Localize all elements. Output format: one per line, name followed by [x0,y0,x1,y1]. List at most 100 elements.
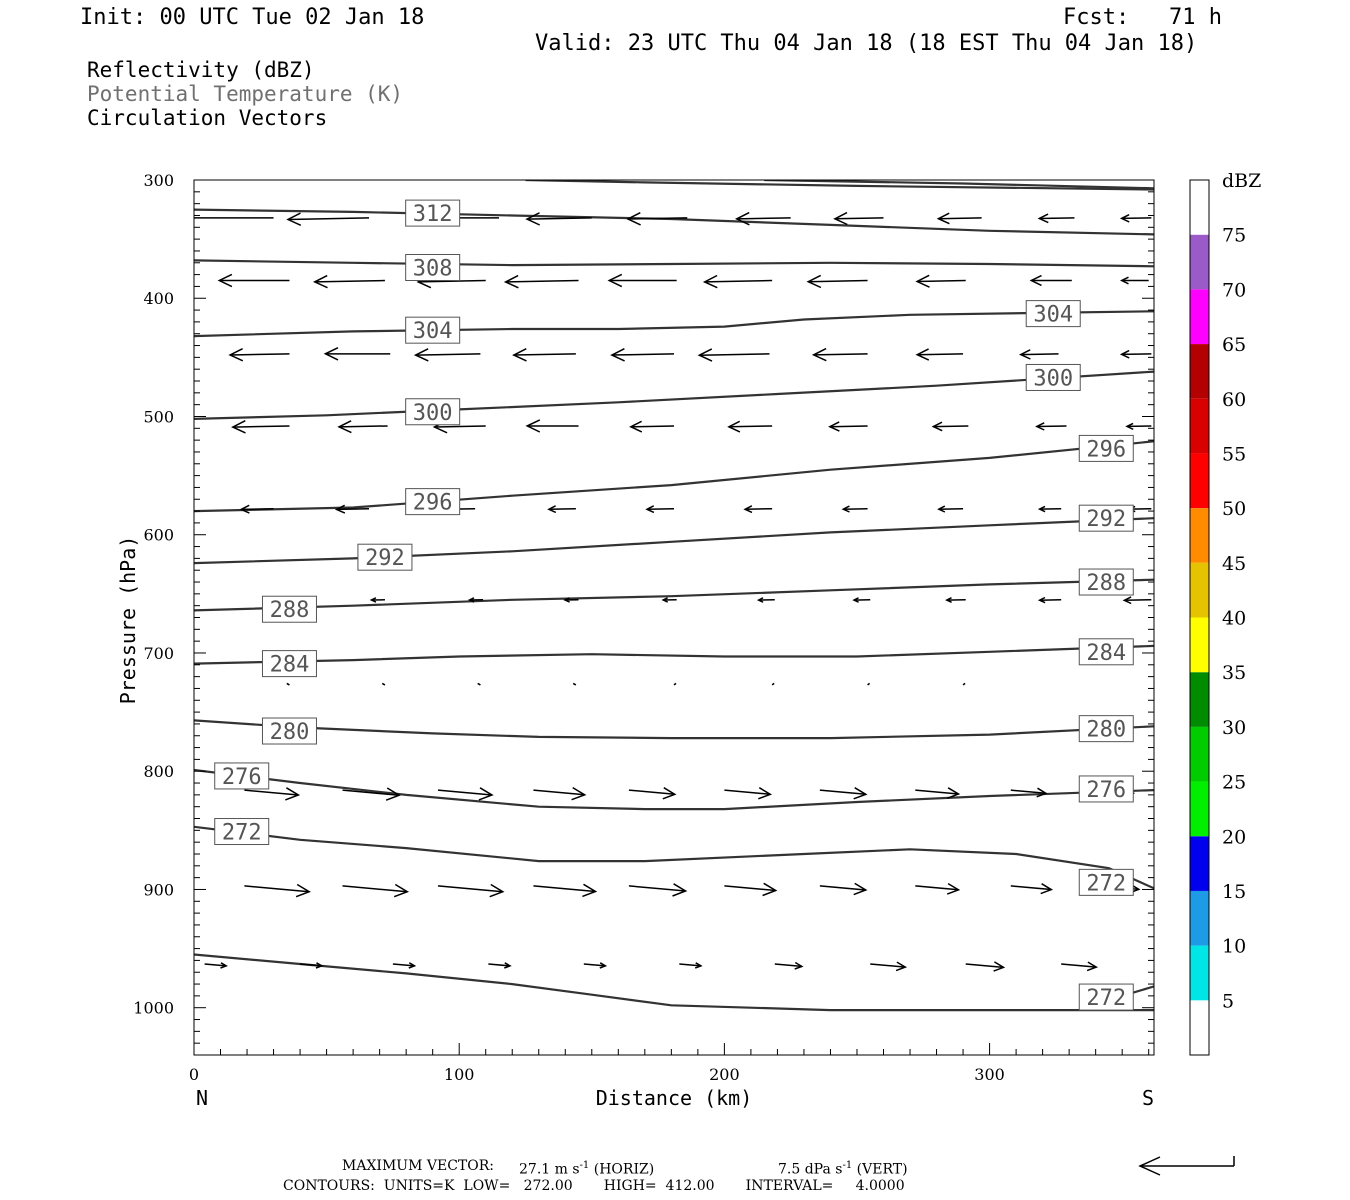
contour-label-box [1078,715,1134,743]
circulation-vector [933,425,969,428]
y-tick-label: 400 [143,289,174,308]
x-tick-label: 200 [709,1065,740,1084]
contour-label-box [261,595,317,623]
circulation-vector-head [504,962,512,969]
circulation-vector [938,217,982,220]
contour-label-box [405,488,461,516]
circulation-vector [819,789,866,796]
circulation-vector [342,885,408,893]
reference-vector [1138,1156,1235,1176]
circulation-vector-stub [477,682,481,686]
circulation-vector-head [853,787,868,800]
circulation-vector-head [946,882,961,895]
contour-label-box [1078,638,1134,666]
circulation-vector [704,279,773,283]
contour-label-box [1078,983,1134,1011]
colorbar-tick-label: 65 [1222,334,1246,356]
colorbar-segment [1190,453,1209,509]
theta-contour [194,719,1154,740]
circulation-vector-head [478,787,494,801]
max-horiz-value: 27.1 m s [519,1161,580,1178]
x-tick-label: 100 [444,1065,475,1084]
circulation-vector [1010,885,1052,891]
circulation-vector-head [945,597,952,603]
contour-label-box [1078,568,1134,596]
circulation-vector-head [931,421,943,432]
circulation-vector [870,963,906,968]
circulation-vector-head [489,883,505,898]
circulation-vector [244,885,310,893]
y-axis-label: Pressure (hPa) [116,536,140,705]
circulation-vector [1061,963,1097,968]
circulation-vector-head [1037,505,1046,513]
y-tick-label: 900 [143,880,174,899]
circulation-vector-head [228,348,244,362]
circulation-vector [241,507,274,511]
circulation-vector [336,507,370,511]
circulation-vector [415,353,481,356]
circulation-vector [434,425,486,428]
colorbar-tick-label: 55 [1222,443,1246,465]
circulation-vector-head [662,787,677,800]
contour-label-box [1078,868,1134,896]
valid-time: Valid: 23 UTC Thu 04 Jan 18 (18 EST Thu … [535,31,1198,56]
contour-label-box [405,199,461,227]
circulation-vector [728,425,773,428]
circulation-vector [819,885,866,891]
colorbar-tick-label: 70 [1222,279,1246,301]
colorbar-segment [1190,890,1209,946]
circulation-vector-head [525,212,541,226]
colorbar-segment [1190,617,1209,673]
circulation-vector-head [833,211,848,226]
circulation-vector [628,789,675,796]
circulation-vector [699,353,770,356]
circulation-vector [526,217,592,220]
circulation-vector-head [503,274,519,289]
circulation-vector-head [915,274,930,288]
circulation-vector [724,885,776,892]
circulation-vector [533,789,585,796]
theta-contour [194,517,1154,565]
circulation-vector [1010,789,1046,795]
circulation-vector-head [794,961,804,970]
circulation-vector [392,963,415,967]
circulation-vector-head [946,787,961,800]
circulation-vector-head [936,212,950,225]
circulation-vector-head [672,883,688,897]
y-tick-label: 1000 [133,999,174,1018]
contour-label-box [214,818,270,846]
contour-label-box [261,650,317,678]
colorbar-segment [1190,562,1209,618]
max-vector-horiz: 27.1 m s-1 (HORIZ) [519,1158,654,1178]
plot-area [194,180,1154,1055]
circulation-vector-head [1037,596,1046,604]
theta-contour [764,180,1154,190]
colorbar-segment [1190,508,1209,563]
y-tick-label: 700 [143,644,174,663]
circulation-vector [204,963,227,967]
circulation-vector-stub [771,682,775,686]
circulation-vector [917,279,966,283]
x-axis-label: Distance (km) [596,1086,753,1110]
circulation-vector-head [217,273,233,288]
contour-label: 304 [1033,303,1073,328]
endpoint-right-label: S [1142,1086,1154,1110]
colorbar-segment [1190,781,1209,837]
circulation-vector-stub [673,682,677,686]
colorbar-tick-label: 15 [1222,881,1246,903]
circulation-vector [300,963,322,967]
contour-label: 272 [222,821,262,846]
circulation-vector [915,789,959,795]
circulation-vector-head [599,962,608,969]
circulation-vector-head [413,348,429,362]
contour-label-box [1025,300,1081,328]
theta-contour [194,644,1154,665]
field-label-potential-temperature: Potential Temperature (K) [87,82,404,106]
circulation-vector [628,885,686,892]
circulation-vector-head [176,212,189,224]
contour-label-box [405,254,461,281]
theta-contour [194,578,1154,612]
max-vert-exponent: -1 [842,1160,853,1171]
circulation-vector-head [743,505,753,514]
circulation-vector-head [1125,422,1134,430]
